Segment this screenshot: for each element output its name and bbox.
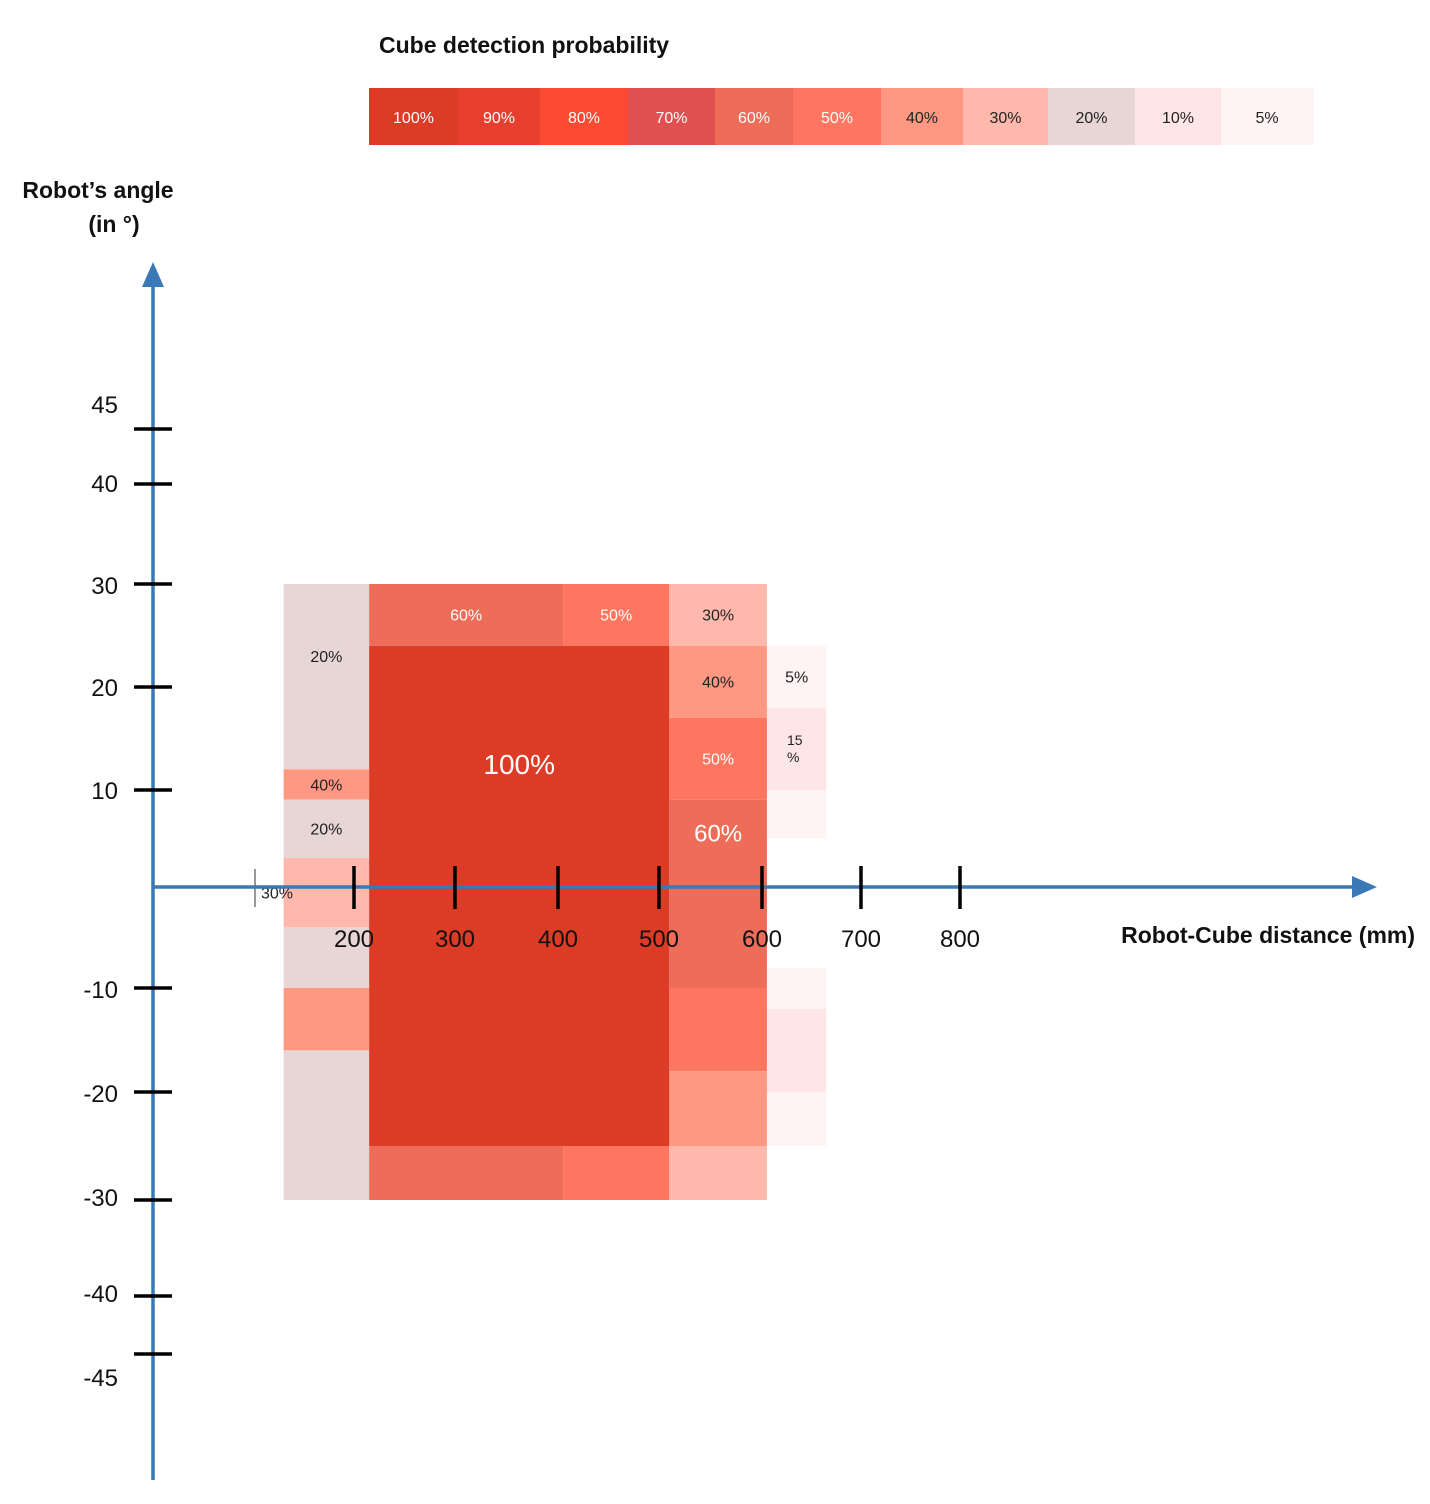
- cell-label: 50%: [702, 752, 734, 769]
- heatmap-cell: [669, 799, 767, 988]
- legend-label: 90%: [483, 110, 515, 127]
- legend-label: 100%: [393, 110, 434, 127]
- legend-swatch: [1135, 88, 1222, 145]
- x-axis-label: Robot-Cube distance (mm): [1121, 922, 1415, 948]
- y-axis-label-line-2: (in °): [88, 211, 139, 237]
- heatmap-cell: [283, 584, 370, 646]
- cell-label: 40%: [702, 675, 734, 692]
- heatmap-cell: [669, 645, 767, 718]
- heatmap-cell: [283, 799, 370, 858]
- heatmap-cell: [766, 707, 827, 790]
- y-tick-label: -10: [83, 977, 118, 1004]
- y-axis-label-line-1: Robot’s angle: [22, 177, 173, 203]
- cell-label: 50%: [600, 608, 632, 625]
- cell-label: 100%: [483, 749, 555, 780]
- y-tick-label: 30: [91, 573, 118, 600]
- legend-swatch: [628, 88, 716, 145]
- y-tick-label: -20: [83, 1081, 118, 1108]
- heatmap-cell: [283, 927, 370, 988]
- x-tick-label: 700: [841, 926, 881, 953]
- cell-label: 60%: [450, 608, 482, 625]
- legend-label: 50%: [821, 110, 853, 127]
- legend: 100% 90% 80% 70% 60% 50% 40% 30% 20% 10% 5%: [369, 88, 1314, 145]
- cell-label: 20%: [310, 649, 342, 666]
- x-tick-label: 300: [435, 926, 475, 953]
- x-axis-arrow-icon: [1352, 876, 1377, 898]
- heatmap-cell: [369, 645, 670, 1146]
- cell-label: 5%: [785, 669, 808, 686]
- heatmap-cell: [669, 1071, 767, 1146]
- heatmap-cell: [766, 790, 827, 839]
- heatmap-cell: [369, 1146, 564, 1200]
- heatmap-cell: [283, 857, 370, 928]
- legend-swatch: [458, 88, 541, 145]
- y-tick-label: 40: [91, 471, 118, 498]
- x-tick-label: 500: [639, 926, 679, 953]
- heatmap-cell: [669, 717, 767, 800]
- cell-label: 60%: [694, 821, 742, 848]
- heatmap-cell: [563, 584, 670, 646]
- y-axis-ticks: 45 40 30 20 10 -10 -20 -30 -40 -45: [83, 392, 172, 1392]
- cell-label: 20%: [310, 822, 342, 839]
- legend-swatch: [369, 88, 459, 145]
- legend-swatch: [1221, 88, 1314, 145]
- heatmap-cell: [669, 1146, 767, 1200]
- y-tick-label: -45: [83, 1365, 118, 1392]
- y-tick-label: 45: [91, 392, 118, 419]
- heatmap-cell: [283, 988, 370, 1051]
- heatmap-cell: [766, 967, 827, 1009]
- heatmap-cells: 20% 40% 20% 30% 60% 50% 100% 30% 40% 50% 60% 5% 15%: [254, 584, 827, 1200]
- cell-label: 30%: [261, 885, 293, 902]
- heatmap-cell: [669, 584, 767, 646]
- legend-swatch: [715, 88, 794, 145]
- cell-label: 30%: [702, 608, 734, 625]
- y-axis-arrow-icon: [142, 262, 164, 287]
- legend-swatch: [963, 88, 1049, 145]
- legend-label: 60%: [738, 110, 770, 127]
- x-tick-label: 400: [538, 926, 578, 953]
- legend-swatch: [540, 88, 629, 145]
- legend-label: 30%: [989, 110, 1021, 127]
- y-tick-label: 20: [91, 675, 118, 702]
- y-tick-label: -40: [83, 1281, 118, 1308]
- heatmap-cell: [369, 584, 564, 646]
- heatmap-cell: [766, 1092, 827, 1146]
- cell-label: 40%: [310, 777, 342, 794]
- legend-label: 80%: [568, 110, 600, 127]
- legend-label: 20%: [1075, 110, 1107, 127]
- x-tick-label: 800: [940, 926, 980, 953]
- heatmap-cell: [283, 1050, 370, 1200]
- y-tick-label: -30: [83, 1185, 118, 1212]
- legend-title: Cube detection probability: [379, 32, 669, 58]
- legend-swatch: [1048, 88, 1136, 145]
- heatmap-cell: [283, 645, 370, 770]
- heatmap-cell: [563, 1146, 670, 1200]
- legend-label: 10%: [1162, 110, 1194, 127]
- legend-label: 5%: [1255, 110, 1278, 127]
- x-tick-label: 200: [334, 926, 374, 953]
- x-axis-ticks: 200 300 400 500 600 700 800: [334, 866, 980, 953]
- legend-label: 70%: [655, 110, 687, 127]
- x-tick-label: 600: [742, 926, 782, 953]
- heatmap-cell: [283, 769, 370, 800]
- heatmap-cell: [766, 1008, 827, 1092]
- legend-swatch: [793, 88, 882, 145]
- cell-label: 15%: [787, 732, 803, 765]
- y-tick-label: 10: [91, 778, 118, 805]
- legend-label: 40%: [906, 110, 938, 127]
- legend-swatch: [881, 88, 964, 145]
- heatmap-cell: [669, 988, 767, 1072]
- heatmap-cell: [766, 645, 827, 708]
